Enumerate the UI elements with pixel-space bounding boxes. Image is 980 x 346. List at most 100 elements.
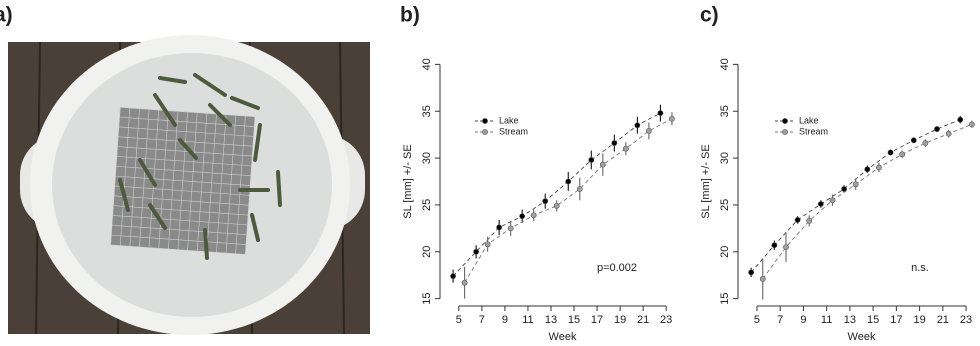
x-axis-label: Week	[549, 331, 577, 343]
y-tick-label: 40	[421, 58, 433, 70]
grid-rule	[187, 112, 198, 251]
y-tick-label: 35	[421, 105, 433, 117]
grid-rule	[111, 234, 247, 245]
grid-rule	[113, 205, 249, 216]
x-tick-label: 5	[456, 314, 462, 326]
panel-label: a)	[0, 4, 13, 27]
y-tick-label: 40	[719, 58, 731, 70]
data-point	[450, 273, 456, 280]
data-point	[645, 127, 652, 134]
grid-rule	[225, 115, 236, 254]
legend-label: Lake	[799, 115, 819, 125]
data-point	[922, 140, 929, 146]
y-tick-label: 20	[719, 246, 731, 258]
x-tick-label: 9	[502, 314, 508, 326]
y-axis-label: SL [mm] +/- SE	[700, 144, 712, 218]
data-point	[669, 115, 675, 122]
y-tick-label: 25	[719, 199, 731, 211]
data-point	[934, 126, 940, 132]
grid-rule	[196, 113, 208, 252]
x-tick-label: 21	[937, 314, 949, 326]
x-tick-label: 15	[568, 314, 580, 326]
data-point	[542, 198, 549, 205]
x-tick-label: 7	[777, 314, 783, 326]
grid-rule	[112, 215, 248, 226]
grid-rule	[110, 244, 246, 255]
data-point	[852, 181, 859, 188]
data-point	[611, 140, 618, 146]
data-point	[473, 248, 480, 255]
data-point	[817, 201, 824, 207]
data-point	[876, 164, 882, 171]
x-tick-label: 21	[637, 314, 649, 326]
legend-marker	[482, 129, 488, 135]
y-tick-label: 30	[421, 152, 433, 164]
data-point	[910, 137, 917, 144]
data-point	[783, 244, 789, 250]
data-point	[507, 225, 514, 232]
x-tick-label: 17	[591, 314, 603, 326]
grid-rule	[235, 116, 246, 254]
series-line	[762, 123, 973, 280]
panel-label: c)	[700, 4, 719, 27]
y-tick-label: 25	[421, 199, 433, 211]
x-tick-label: 11	[522, 314, 533, 326]
data-point	[634, 122, 641, 129]
x-tick-label: 23	[660, 314, 672, 326]
y-tick-label: 30	[719, 152, 731, 164]
x-tick-label: 5	[754, 314, 760, 326]
data-point	[576, 186, 583, 192]
data-point	[957, 116, 964, 123]
data-point	[496, 224, 503, 231]
panel-label: b)	[400, 4, 420, 27]
grid-rule	[245, 116, 256, 255]
grid-rule	[111, 224, 247, 236]
x-tick-label: 7	[479, 314, 485, 326]
series-line	[464, 118, 673, 283]
grid-rule	[206, 114, 217, 252]
data-point	[553, 202, 560, 209]
grid-rule	[114, 195, 249, 206]
data-point	[759, 276, 766, 282]
data-point	[829, 197, 836, 204]
fish	[118, 73, 282, 260]
y-tick-label: 15	[719, 293, 731, 305]
data-point	[519, 213, 526, 220]
data-point	[806, 217, 813, 224]
data-point	[530, 212, 537, 219]
x-tick-label: 11	[821, 314, 832, 326]
x-tick-label: 9	[800, 314, 806, 326]
y-tick-label: 20	[421, 246, 433, 258]
data-point	[748, 269, 755, 276]
x-tick-label: 13	[844, 314, 856, 326]
legend-label: Lake	[499, 115, 519, 125]
legend-marker	[782, 118, 788, 124]
x-axis-label: Week	[848, 331, 876, 343]
x-tick-label: 13	[545, 314, 557, 326]
data-point	[657, 110, 664, 116]
x-tick-label: 17	[890, 314, 902, 326]
measuring-grid	[110, 106, 256, 255]
legend-marker	[482, 118, 488, 124]
data-point	[622, 145, 629, 152]
legend-label: Stream	[499, 126, 528, 136]
y-axis-label: SL [mm] +/- SE	[402, 144, 414, 218]
legend-marker	[782, 129, 788, 135]
data-point	[864, 166, 871, 173]
data-point	[461, 279, 468, 286]
data-point	[968, 121, 975, 128]
grid-rule	[114, 185, 250, 196]
data-point	[899, 151, 906, 158]
data-point	[794, 217, 801, 223]
data-point	[588, 157, 595, 163]
data-point	[887, 149, 894, 156]
legend-label: Stream	[799, 126, 828, 136]
y-tick-label: 35	[719, 105, 731, 117]
x-tick-label: 15	[867, 314, 879, 326]
grid-rule	[216, 114, 227, 253]
data-point	[565, 178, 572, 185]
series-line	[750, 119, 961, 273]
y-tick-label: 15	[421, 293, 433, 305]
data-point	[841, 186, 847, 192]
